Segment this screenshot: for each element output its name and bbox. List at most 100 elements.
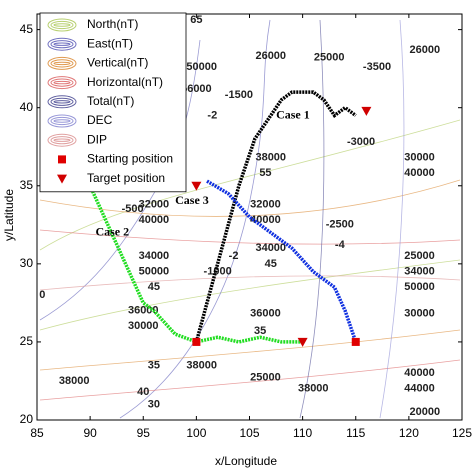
y-axis-label: y/Latitude <box>2 189 16 241</box>
contour-label: 36000 <box>128 305 159 317</box>
legend-label: Target position <box>87 171 165 185</box>
contour-label: 32000 <box>250 198 281 210</box>
contour-label: -500 <box>122 203 144 215</box>
legend-swatch <box>53 80 71 85</box>
case-label: Case 3 <box>175 193 209 207</box>
y-tick-label: 20 <box>20 412 34 426</box>
start-marker <box>351 337 360 346</box>
contour-label: 34000 <box>139 250 170 262</box>
case-path <box>88 185 303 344</box>
x-tick-label: 95 <box>137 426 151 440</box>
case-label: Case 1 <box>276 107 310 121</box>
contour-label: 32000 <box>139 198 170 210</box>
contour-label: 36000 <box>250 308 281 320</box>
y-tick-label: 35 <box>20 178 34 192</box>
case-path <box>194 90 357 343</box>
x-tick-label: 110 <box>293 426 312 440</box>
contour-label: 20000 <box>410 406 441 418</box>
contour-label: 30000 <box>128 320 159 332</box>
legend-swatch <box>58 155 66 164</box>
legend-label: Vertical(nT) <box>87 56 148 70</box>
contour-label: 40000 <box>404 367 435 379</box>
x-tick-label: 85 <box>30 426 44 440</box>
legend-swatch <box>47 114 77 128</box>
contour-label: 30000 <box>404 152 435 164</box>
legend-label: Horizontal(nT) <box>87 75 163 89</box>
contour-label: -1000 <box>204 266 232 278</box>
target-marker <box>297 337 308 347</box>
x-tick-label: 90 <box>83 426 97 440</box>
contour-label: 25000 <box>250 372 281 384</box>
contour-label: 45 <box>265 258 277 270</box>
contour-label: 0 <box>39 289 45 301</box>
legend-swatch <box>53 119 71 123</box>
legend-label: Starting position <box>87 152 173 166</box>
contour-label: -3000 <box>347 136 375 148</box>
legend-swatch <box>47 95 77 109</box>
contour-label: 50000 <box>404 281 435 293</box>
target-marker <box>191 181 202 191</box>
x-tick-label: 100 <box>186 426 206 440</box>
contour-label: 55 <box>259 167 271 179</box>
contour-label: 30000 <box>404 308 435 320</box>
contour-label: 65 <box>190 14 202 26</box>
contour-label: 34000 <box>404 266 435 278</box>
legend-swatch <box>47 76 77 90</box>
start-marker <box>192 337 201 346</box>
legend-label: DIP <box>87 132 107 146</box>
legend-swatch <box>50 78 74 87</box>
contour-label: 40000 <box>139 214 170 226</box>
contour-label: 40 <box>137 386 149 398</box>
legend-swatch <box>57 174 67 184</box>
y-tick-label: 40 <box>20 100 34 114</box>
x-tick-label: 120 <box>399 426 419 440</box>
target-marker <box>361 106 372 116</box>
contour-label: 34000 <box>255 242 286 254</box>
contour-label: 30 <box>148 398 160 410</box>
contour-label: 35 <box>254 325 266 337</box>
contour-label: 35 <box>148 359 160 371</box>
contour-label: 40000 <box>404 167 435 179</box>
contour-label: -1500 <box>225 89 253 101</box>
contour-label: 45 <box>148 281 160 293</box>
contour-label: 50000 <box>139 266 170 278</box>
y-tick-label: 25 <box>20 334 34 348</box>
contour-label: 38000 <box>59 375 90 387</box>
legend-swatch <box>47 37 77 51</box>
x-axis-label: x/Longitude <box>215 454 277 468</box>
x-tick-label: 115 <box>346 426 365 440</box>
y-tick-label: 30 <box>20 256 34 270</box>
case-path <box>206 179 358 343</box>
legend-swatch <box>53 61 71 66</box>
contour-label: -4 <box>335 239 346 251</box>
contour-label: -2500 <box>326 219 354 231</box>
contour-label: 25000 <box>404 250 435 262</box>
x-tick-label: 105 <box>239 426 259 440</box>
x-tick-label: 125 <box>452 426 472 440</box>
legend-label: DEC <box>87 113 113 127</box>
legend-swatch <box>53 100 71 104</box>
plot-frame <box>36 13 463 421</box>
legend-swatch <box>50 136 74 145</box>
contour-label: 44000 <box>404 383 435 395</box>
contour-label: 26000 <box>410 44 441 56</box>
legend-swatch <box>47 18 77 32</box>
legend-swatch <box>47 56 77 70</box>
legend-label: North(nT) <box>87 17 138 31</box>
legend-swatch <box>50 59 74 68</box>
legend-swatch <box>50 116 74 126</box>
legend-swatch <box>50 20 74 30</box>
contour-label: 25000 <box>314 52 345 64</box>
contour-label: 26000 <box>255 50 286 62</box>
legend-swatch <box>53 23 71 27</box>
contour-label: 38000 <box>298 383 329 395</box>
legend-label: East(nT) <box>87 36 133 50</box>
contour-label: -2 <box>207 109 217 121</box>
legend-swatch <box>50 40 74 49</box>
contour-label: -3500 <box>363 61 391 73</box>
case-label: Case 2 <box>95 224 129 238</box>
contour-label: 56000 <box>181 83 212 95</box>
legend-swatch <box>50 97 74 106</box>
contour-label: 50000 <box>186 61 217 73</box>
